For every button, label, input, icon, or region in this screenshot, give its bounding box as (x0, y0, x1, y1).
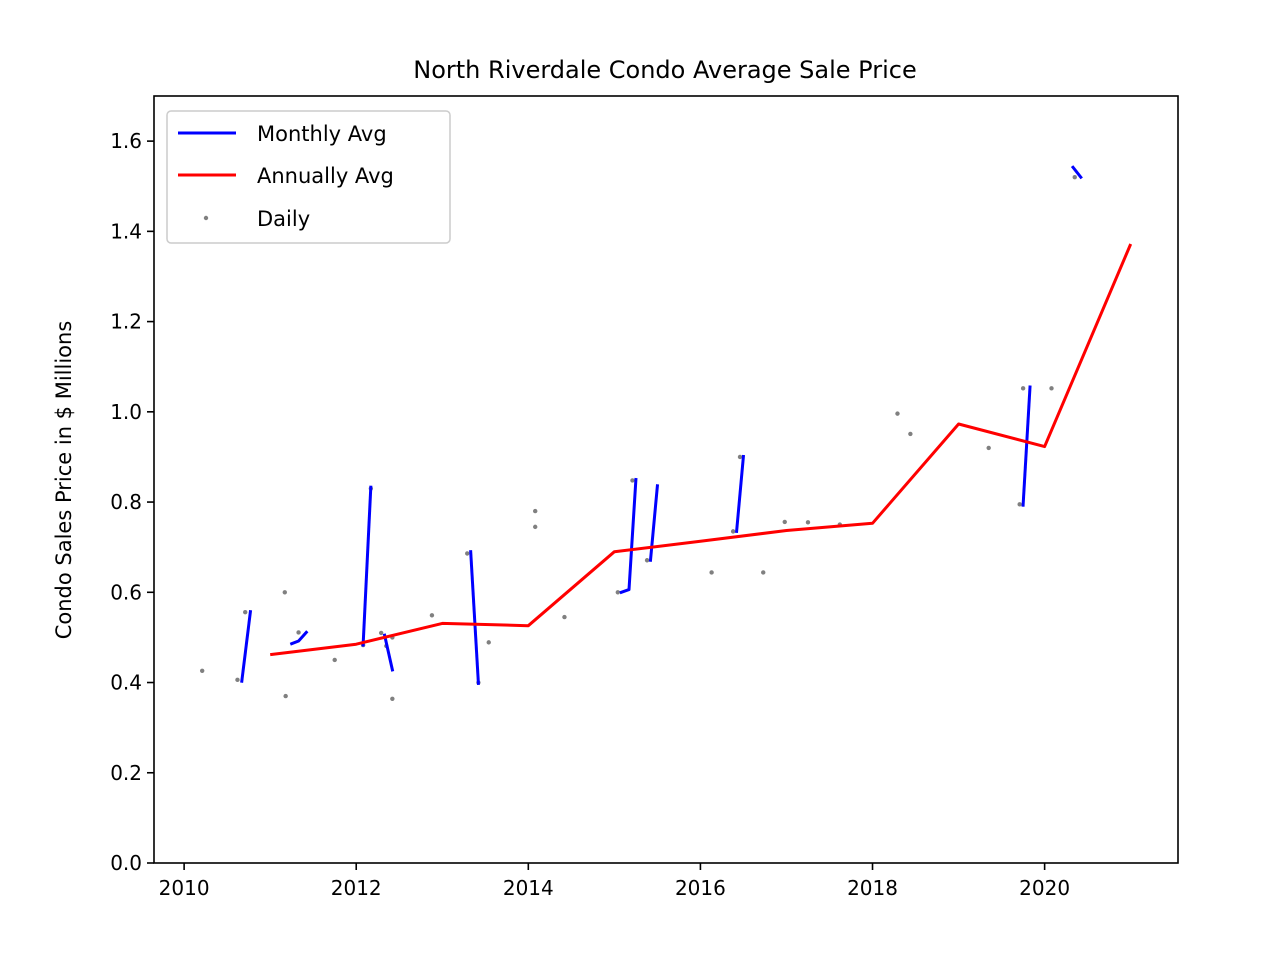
daily-point (296, 630, 301, 635)
y-tick-label: 0.2 (110, 761, 142, 785)
monthly-avg-segment (240, 610, 253, 683)
daily-point (644, 558, 650, 563)
legend: Monthly Avg Annually Avg Daily (166, 110, 451, 244)
y-tick-label: 1.0 (110, 400, 142, 424)
daily-point (782, 519, 787, 525)
y-tick-label: 0.4 (110, 671, 142, 695)
daily-series (199, 175, 1077, 701)
x-tick-label: 2020 (1019, 876, 1070, 900)
monthly-avg-segment (361, 485, 373, 647)
x-tick-label: 2014 (503, 876, 554, 900)
daily-point (908, 431, 913, 437)
legend-annually-label: Annually Avg (257, 164, 394, 188)
x-axis-ticks: 2010 2012 2014 2016 2018 2020 (159, 863, 1070, 900)
daily-point (243, 609, 248, 615)
monthly-avg-segment (469, 550, 480, 685)
daily-point (986, 445, 991, 451)
daily-point (235, 677, 240, 683)
monthly-avg-segment (289, 630, 309, 646)
y-tick-label: 0.0 (110, 851, 142, 875)
plot-area (199, 165, 1133, 701)
daily-point (761, 570, 766, 575)
x-tick-label: 2018 (847, 876, 898, 900)
daily-point (390, 696, 395, 701)
daily-point (533, 508, 538, 514)
daily-point (805, 520, 811, 525)
y-axis-ticks: 0.0 0.2 0.4 0.6 0.8 1.0 1.2 1.4 1.6 (110, 129, 154, 875)
daily-point (199, 668, 205, 673)
daily-point (709, 570, 714, 575)
daily-point (630, 478, 635, 483)
legend-daily-swatch (203, 215, 209, 221)
monthly-avg-series (240, 165, 1083, 685)
y-tick-label: 1.2 (110, 310, 142, 334)
legend-monthly-label: Monthly Avg (257, 122, 387, 146)
monthly-avg-segment (382, 633, 395, 672)
y-axis-label: Condo Sales Price in $ Millions (52, 321, 76, 640)
x-tick-label: 2016 (675, 876, 726, 900)
daily-point (429, 613, 435, 618)
daily-point (486, 640, 491, 645)
monthly-avg-segment (619, 477, 638, 595)
daily-point (378, 630, 384, 636)
x-tick-label: 2012 (331, 876, 382, 900)
daily-point (283, 693, 288, 699)
daily-point (533, 524, 538, 530)
legend-daily-label: Daily (257, 207, 310, 231)
daily-point (1072, 175, 1077, 180)
y-tick-label: 1.4 (110, 219, 142, 243)
y-tick-label: 1.6 (110, 129, 142, 153)
monthly-avg-segment (734, 454, 746, 534)
daily-point (465, 551, 470, 556)
daily-point (332, 657, 337, 663)
daily-point (895, 411, 900, 416)
daily-point (1049, 386, 1054, 391)
daily-point (737, 454, 743, 460)
legend-box (166, 110, 451, 244)
chart-title: North Riverdale Condo Average Sale Price (413, 56, 916, 84)
x-tick-label: 2010 (159, 876, 210, 900)
monthly-avg-segment (1021, 385, 1032, 507)
annually-avg-line (270, 243, 1133, 657)
daily-point (1020, 386, 1026, 391)
monthly-avg-segment (1070, 165, 1083, 180)
daily-point (562, 614, 567, 620)
daily-point (282, 590, 287, 595)
y-tick-label: 0.6 (110, 580, 142, 604)
plot-frame (153, 95, 1179, 864)
y-tick-label: 0.8 (110, 490, 142, 514)
daily-point (1017, 502, 1022, 507)
daily-point (730, 529, 736, 534)
daily-point (615, 590, 621, 595)
